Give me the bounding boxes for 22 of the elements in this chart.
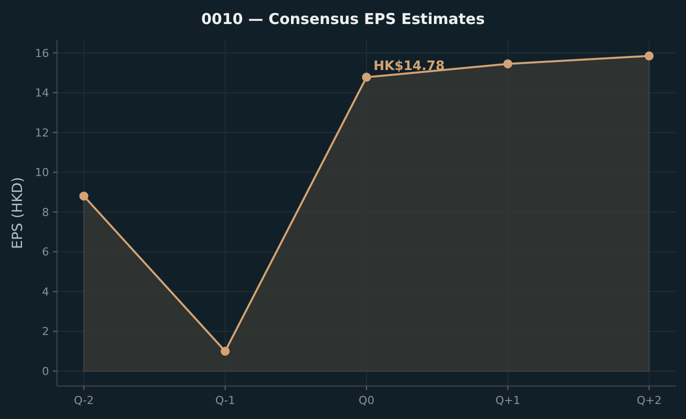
y-tick-label: 14 (35, 86, 49, 100)
point (503, 59, 512, 68)
point (644, 51, 654, 60)
x-tick-label: Q-1 (215, 394, 236, 407)
x-tick-label: Q-2 (74, 394, 94, 407)
point (362, 72, 371, 82)
x-tick-label: Q+1 (495, 394, 520, 407)
y-tick-label: 16 (35, 46, 49, 60)
x-tick-label: Q+2 (636, 394, 662, 407)
y-tick-label: 10 (35, 166, 49, 180)
y-tick-label: 12 (35, 126, 49, 140)
y-axis-title: EPS (HKD) (10, 176, 26, 250)
annotation: HK$14.78 (374, 59, 445, 74)
y-tick-label: 0 (42, 364, 49, 378)
chart-title: 0010 — Consensus EPS Estimates (201, 10, 485, 28)
point (220, 346, 230, 356)
point (79, 192, 88, 201)
y-tick-label: 8 (42, 206, 49, 219)
y-tick-label: 6 (42, 246, 49, 259)
x-tick-label: Q0 (358, 394, 374, 407)
y-tick-label: 2 (42, 325, 49, 338)
y-tick-label: 4 (42, 285, 49, 298)
